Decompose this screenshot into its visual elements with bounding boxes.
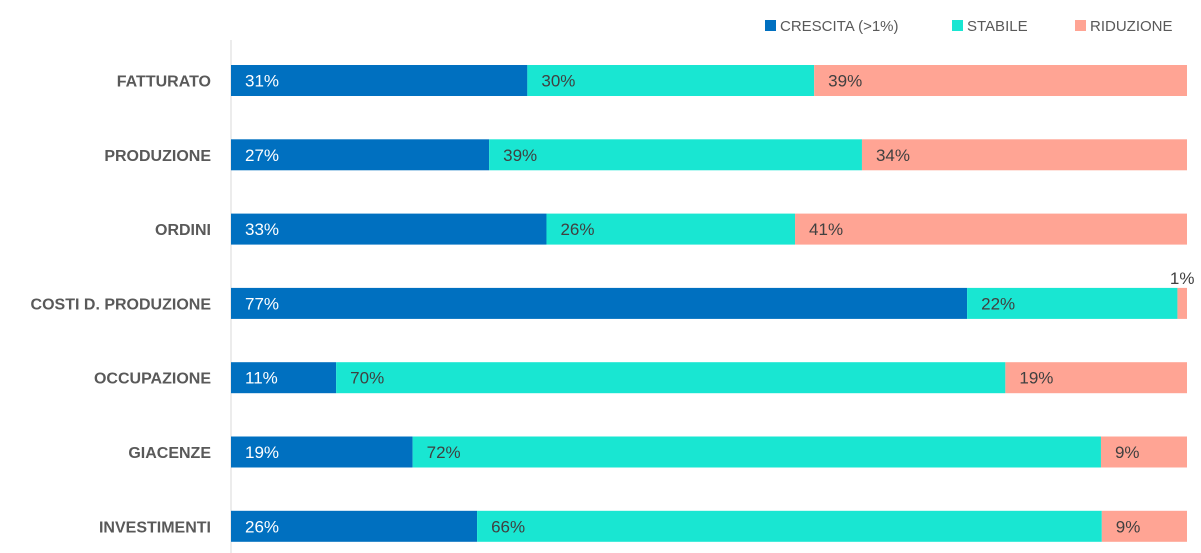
data-label-costi-d-produzione-crescita-1: 77%: [245, 294, 279, 313]
bar-investimenti-stabile: [477, 510, 1102, 542]
bar-produzione-stabile: [489, 139, 862, 171]
category-label-produzione: PRODUZIONE: [104, 148, 211, 165]
data-label-giacenze-crescita-1: 19%: [245, 443, 279, 462]
bar-giacenze-stabile: [412, 436, 1101, 468]
data-label-investimenti-stabile: 66%: [491, 517, 525, 536]
data-label-ordini-crescita-1: 33%: [245, 220, 279, 239]
data-label-giacenze-stabile: 72%: [427, 443, 461, 462]
bar-fatturato-stabile: [527, 65, 815, 96]
category-label-ordini: ORDINI: [155, 222, 211, 239]
data-label-produzione-riduzione: 34%: [876, 146, 910, 165]
category-label-costi-d-produzione: COSTI D. PRODUZIONE: [31, 296, 212, 313]
bar-costi-d-produzione-riduzione: [1177, 287, 1187, 319]
category-label-giacenze: GIACENZE: [128, 445, 211, 462]
bar-costi-d-produzione-crescita-1: [231, 287, 968, 319]
data-label-occupazione-crescita-1: 11%: [245, 369, 278, 388]
data-label-produzione-stabile: 39%: [503, 146, 537, 165]
bar-costi-d-produzione-stabile: [967, 287, 1178, 319]
bar-giacenze-riduzione: [1100, 436, 1187, 468]
bar-occupazione-riduzione: [1005, 362, 1187, 394]
data-label-occupazione-riduzione: 19%: [1019, 369, 1053, 388]
data-label-giacenze-riduzione: 9%: [1115, 443, 1140, 462]
bar-fatturato-crescita-1: [231, 65, 528, 96]
data-label-ordini-riduzione: 41%: [809, 220, 843, 239]
data-label-ordini-stabile: 26%: [560, 220, 594, 239]
bar-produzione-riduzione: [861, 139, 1187, 171]
data-label-fatturato-crescita-1: 31%: [245, 72, 279, 91]
bar-giacenze-crescita-1: [231, 436, 413, 468]
bar-ordini-riduzione: [795, 213, 1187, 245]
data-label-investimenti-riduzione: 9%: [1116, 517, 1141, 536]
legend-swatch-crescita-1: [765, 20, 776, 31]
data-label-costi-d-produzione-stabile: 22%: [981, 294, 1015, 313]
data-label-investimenti-crescita-1: 26%: [245, 517, 279, 536]
bar-ordini-crescita-1: [231, 213, 547, 245]
bar-ordini-stabile: [546, 213, 796, 245]
data-label-fatturato-riduzione: 39%: [828, 72, 862, 91]
legend-swatch-stabile: [952, 20, 963, 31]
plot-area: FATTURATO 31% 30% 39% PRODUZIONE 27% 39% 34% ORD…: [31, 65, 1195, 542]
bar-investimenti-crescita-1: [231, 510, 478, 542]
bar-investimenti-riduzione: [1101, 510, 1187, 542]
data-label-occupazione-stabile: 70%: [350, 369, 384, 388]
legend-label-riduzione: RIDUZIONE: [1090, 18, 1173, 35]
bar-occupazione-crescita-1: [231, 362, 337, 394]
legend: CRESCITA (>1%) STABILE RIDUZIONE: [765, 18, 1173, 35]
bar-fatturato-riduzione: [814, 65, 1187, 96]
category-label-investimenti: INVESTIMENTI: [99, 519, 211, 536]
legend-swatch-riduzione: [1075, 20, 1086, 31]
bar-produzione-crescita-1: [231, 139, 490, 171]
legend-label-crescita-1: CRESCITA (>1%): [780, 18, 899, 35]
category-label-occupazione: OCCUPAZIONE: [94, 371, 211, 388]
bar-occupazione-stabile: [336, 362, 1006, 394]
data-label-produzione-crescita-1: 27%: [245, 146, 279, 165]
legend-label-stabile: STABILE: [967, 18, 1028, 35]
category-label-fatturato: FATTURATO: [117, 74, 211, 91]
data-label-costi-d-produzione-riduzione: 1%: [1170, 269, 1195, 288]
data-label-fatturato-stabile: 30%: [541, 72, 575, 91]
